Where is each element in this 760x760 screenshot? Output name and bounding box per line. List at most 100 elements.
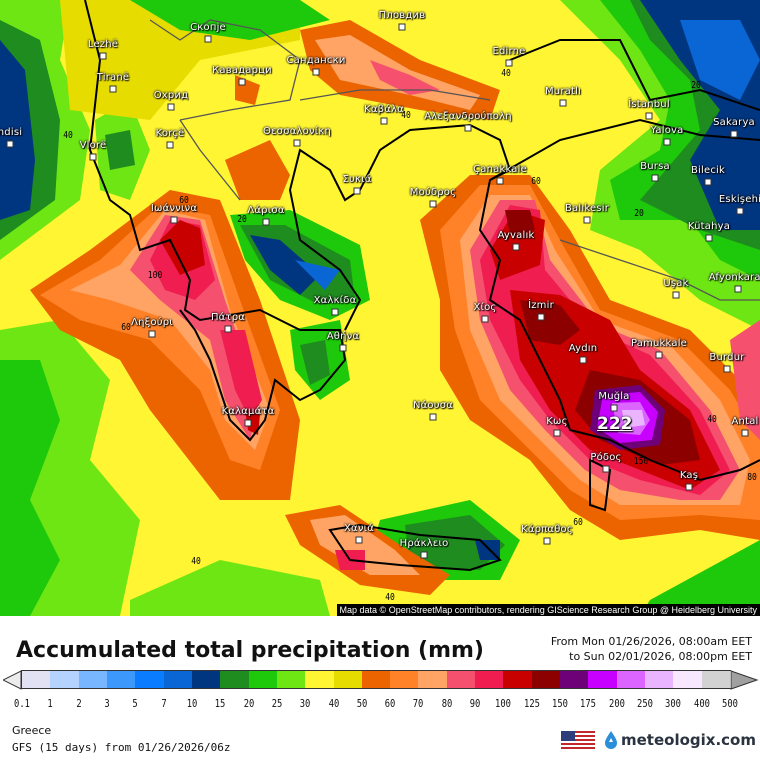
- city-marker: [109, 85, 117, 93]
- contour-label: 40: [191, 556, 201, 567]
- legend-tick-label: 40: [328, 697, 339, 710]
- city-marker: [583, 216, 591, 224]
- city-marker: [496, 177, 504, 185]
- city-label: Кавадарци: [212, 65, 272, 76]
- city-marker: [559, 99, 567, 107]
- city-marker: [262, 218, 270, 226]
- legend-swatch: [390, 671, 420, 688]
- city-label: Yalova: [650, 125, 684, 136]
- city-label: Sakarya: [713, 117, 755, 128]
- city-marker: [537, 313, 545, 321]
- city-marker: [312, 68, 320, 76]
- city-label: Edirne: [492, 46, 526, 57]
- legend-tick-label: 25: [271, 697, 283, 710]
- city-marker: [148, 330, 156, 338]
- city-label: Καβάλα: [364, 104, 404, 115]
- brand-name: meteologix.com: [621, 731, 756, 749]
- legend-tick-label: 0.1: [14, 697, 30, 710]
- city-marker: [734, 285, 742, 293]
- city-label: Ληξούρι: [131, 317, 173, 328]
- city-label: Καλαμάτα: [221, 406, 275, 417]
- legend-tick-label: 50: [356, 697, 368, 710]
- city-label: Eskişehi: [718, 194, 760, 205]
- city-label: İstanbul: [628, 99, 670, 110]
- city-marker: [579, 356, 587, 364]
- model-run-label: GFS (15 days) from 01/26/2026/06z: [12, 741, 231, 754]
- legend-swatch: [531, 671, 562, 688]
- city-label: ndisi: [0, 127, 23, 138]
- legend-tick-label: 500: [722, 697, 738, 710]
- contour-label: 80: [747, 472, 757, 483]
- city-label: Θεσσαλονίκη: [263, 126, 331, 137]
- legend-tick-label: 300: [665, 697, 682, 710]
- legend-tick-label: 90: [469, 697, 481, 710]
- contour-label: 40: [385, 592, 395, 603]
- city-marker: [166, 141, 174, 149]
- legend-tick-label: 125: [523, 697, 540, 710]
- contour-label: 40: [401, 110, 411, 121]
- contour-label: 40: [707, 414, 717, 425]
- city-marker: [553, 429, 561, 437]
- city-label: Χανιά: [343, 523, 375, 534]
- city-marker: [481, 315, 489, 323]
- city-marker: [398, 23, 406, 31]
- city-label: Κως: [546, 416, 568, 427]
- city-label: Μούδρος: [409, 187, 457, 198]
- legend-tick-label: 15: [214, 697, 226, 710]
- chart-title: Accumulated total precipitation (mm): [16, 638, 484, 663]
- city-label: Afyonkarah: [708, 272, 760, 283]
- legend-tick-label: 1: [47, 697, 53, 710]
- city-label: Bursa: [640, 161, 670, 172]
- city-marker: [293, 139, 301, 147]
- legend-swatch: [220, 671, 250, 688]
- city-label: Ρόδος: [590, 452, 622, 463]
- legend-swatch: [446, 671, 477, 688]
- legend-swatch: [305, 671, 335, 688]
- meteologix-logo[interactable]: meteologix.com: [603, 730, 756, 750]
- legend-under-arrow: [3, 670, 22, 690]
- city-label: Pamukkale: [630, 338, 688, 349]
- legend-swatch: [248, 671, 278, 688]
- legend-swatch: [503, 671, 533, 688]
- city-label: Пловдив: [378, 10, 426, 21]
- legend-tick-label: 70: [413, 697, 424, 710]
- contour-label: 20: [691, 80, 701, 91]
- city-marker: [167, 103, 175, 111]
- contour-label: 60: [179, 195, 189, 206]
- city-label: Muratlı: [544, 86, 582, 97]
- city-label: Korçë: [155, 128, 185, 139]
- city-marker: [723, 365, 731, 373]
- city-marker: [705, 234, 713, 242]
- legend-tick-label: 60: [384, 697, 396, 710]
- city-marker: [420, 551, 428, 559]
- legend-swatch: [588, 671, 618, 688]
- legend-swatch: [135, 671, 165, 688]
- contour-label: 60: [121, 322, 131, 333]
- precipitation-map[interactable]: Lezhë Tiranë Скопје Кавадарци Охрид Korçë Vlor…: [0, 0, 760, 616]
- city-label: Νάουσα: [412, 400, 454, 411]
- city-label: Охрид: [153, 90, 189, 101]
- legend-swatch: [333, 671, 363, 688]
- city-marker: [645, 112, 653, 120]
- city-marker: [651, 174, 659, 182]
- legend-swatch: [163, 671, 193, 688]
- legend-swatch: [645, 671, 675, 688]
- legend-tick-label: 250: [637, 697, 653, 710]
- city-marker: [244, 419, 252, 427]
- us-flag-icon[interactable]: [561, 731, 595, 751]
- contour-label: 40: [501, 68, 511, 79]
- city-marker: [355, 536, 363, 544]
- city-marker: [429, 200, 437, 208]
- city-marker: [685, 483, 693, 491]
- city-marker: [464, 124, 472, 132]
- drop-logo-icon: [605, 731, 617, 749]
- legend-swatch: [78, 671, 108, 688]
- contour-label: 40: [63, 130, 73, 141]
- city-marker: [6, 140, 14, 148]
- city-label: İzmir: [528, 300, 554, 311]
- city-marker: [331, 308, 339, 316]
- region-label: Greece: [12, 724, 52, 737]
- city-label: Κάρπαθος: [521, 524, 573, 535]
- city-label: Πάτρα: [210, 312, 246, 323]
- contour-label: 20: [237, 214, 247, 225]
